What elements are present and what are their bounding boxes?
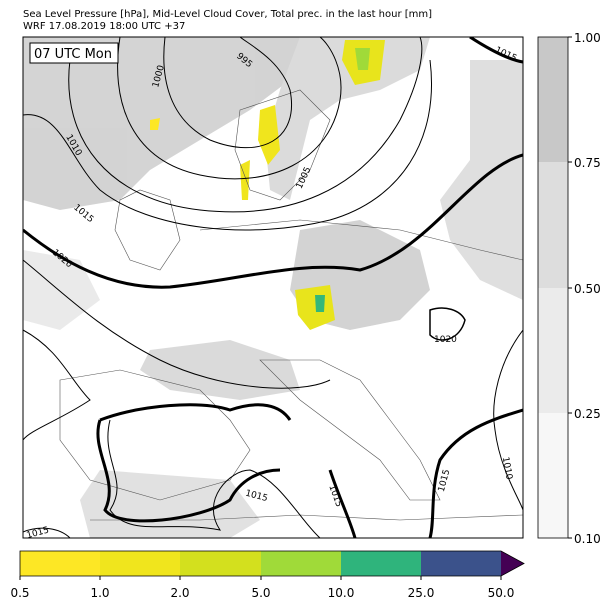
cloud-colorbar: 1.00 0.75 0.50 0.25 0.10 [537, 31, 601, 546]
time-label: 07 UTC Mon [34, 47, 112, 62]
colorbar-label: 2.0 [170, 586, 189, 600]
colorbar-label: 0.50 [574, 282, 601, 296]
colorbar-label: 0.25 [574, 407, 601, 421]
colorbar-label: 10.0 [328, 586, 355, 600]
colorbar-label: 25.0 [408, 586, 435, 600]
contour-label: 1010 [500, 456, 514, 481]
colorbar-label: 0.10 [574, 532, 601, 546]
time-label-box [29, 42, 119, 64]
colorbar-label: 1.0 [90, 586, 109, 600]
map: 995 1000 1005 1010 1015 1015 1020 1020 1… [22, 36, 524, 539]
contour-label: 1020 [434, 335, 457, 345]
subtitle: WRF 17.08.2019 18:00 UTC +37 [23, 21, 185, 32]
colorbar-label: 1.00 [574, 31, 601, 45]
colorbar-label: 0.5 [10, 586, 29, 600]
colorbar-label: 50.0 [488, 586, 515, 600]
title: Sea Level Pressure [hPa], Mid-Level Clou… [23, 9, 432, 20]
precip-colorbar: 0.5 1.0 2.0 5.0 10.0 25.0 50.0 [10, 550, 525, 600]
colorbar-label: 0.75 [574, 156, 601, 170]
colorbar-label: 5.0 [251, 586, 270, 600]
isobars [23, 37, 523, 538]
